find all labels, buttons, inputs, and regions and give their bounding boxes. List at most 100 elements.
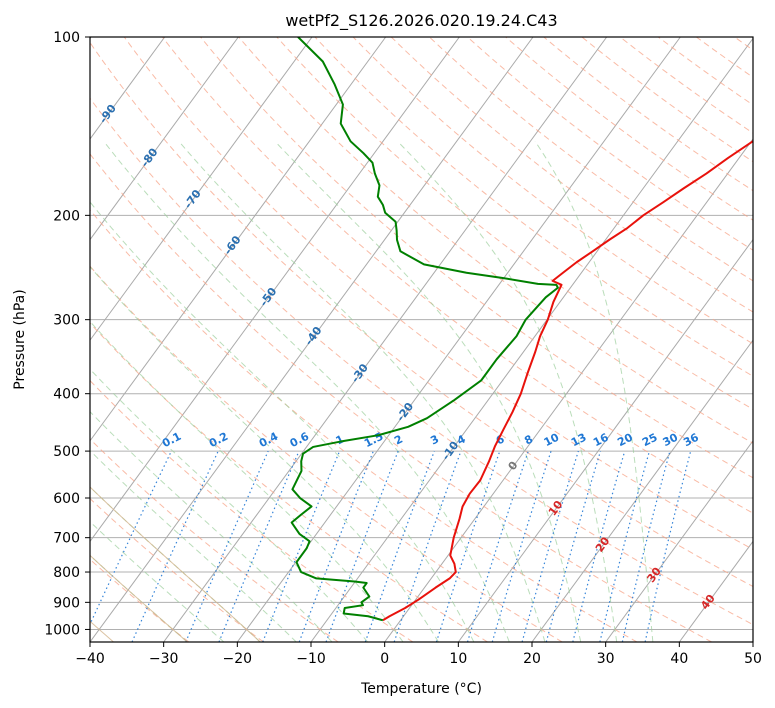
dry-adiabat bbox=[314, 37, 753, 377]
mixing-ratio-label: 2 bbox=[392, 432, 405, 447]
plot-background: -100-90-80-70-60-50-40-30-20-10010203040… bbox=[51, 37, 753, 642]
isotherm bbox=[678, 540, 753, 642]
dry-adiabat bbox=[543, 37, 753, 192]
temperature-profile bbox=[382, 139, 753, 622]
dry-adiabat bbox=[352, 37, 753, 345]
mixing-ratio-line bbox=[621, 450, 671, 642]
x-tick-label: 50 bbox=[744, 651, 762, 667]
y-tick-label: 800 bbox=[53, 565, 80, 581]
mixing-ratio-label: 20 bbox=[615, 431, 635, 450]
mixing-ratio-line bbox=[90, 450, 172, 626]
mixing-ratio-label: 30 bbox=[661, 431, 681, 450]
isotherm-label: -70 bbox=[182, 187, 204, 211]
dry-adiabat bbox=[90, 379, 414, 642]
dry-adiabat bbox=[90, 41, 753, 588]
y-tick-label: 900 bbox=[53, 595, 80, 611]
moist-adiabat bbox=[90, 410, 333, 642]
isotherm bbox=[90, 37, 460, 543]
moist-adiabat bbox=[274, 140, 582, 642]
isotherm-label: -100 bbox=[51, 57, 78, 87]
moist-adiabat bbox=[90, 486, 261, 642]
mixing-ratio-line bbox=[262, 450, 341, 642]
y-tick-label: 400 bbox=[53, 387, 80, 403]
dewpoint-profile bbox=[290, 37, 559, 622]
y-axis-label: Pressure (hPa) bbox=[12, 289, 28, 389]
y-tick-label: 1000 bbox=[44, 622, 80, 638]
dry-adiabat bbox=[657, 37, 753, 106]
moist-adiabat bbox=[397, 140, 618, 642]
mixing-ratio-label: 1.5 bbox=[362, 430, 385, 450]
isotherm-label: 10 bbox=[546, 498, 566, 518]
dry-adiabat bbox=[90, 153, 712, 642]
moist-adiabat bbox=[103, 141, 510, 642]
isotherm-label: 40 bbox=[698, 592, 718, 612]
moist-adiabat bbox=[90, 265, 439, 642]
mixing-ratio-label: 0.4 bbox=[257, 430, 281, 451]
moist-adiabat bbox=[90, 554, 188, 642]
isotherm bbox=[605, 439, 753, 642]
dry-adiabat bbox=[90, 97, 753, 626]
x-axis-label: Temperature (°C) bbox=[360, 681, 482, 697]
y-tick-label: 100 bbox=[53, 30, 80, 46]
mixing-ratio-line bbox=[545, 450, 602, 642]
moist-adiabat bbox=[534, 141, 654, 642]
mixing-ratio-label: 13 bbox=[569, 431, 589, 450]
y-tick-label: 300 bbox=[53, 313, 80, 329]
y-tick-label: 500 bbox=[53, 444, 80, 460]
isotherm bbox=[531, 339, 753, 642]
isotherm bbox=[90, 37, 166, 140]
x-tick-label: −20 bbox=[223, 651, 253, 667]
x-tick-label: −30 bbox=[149, 651, 179, 667]
isotherm bbox=[384, 138, 753, 642]
plot-frame bbox=[89, 36, 754, 643]
isotherm bbox=[752, 641, 753, 642]
mixing-ratio-label: 0.6 bbox=[288, 430, 312, 451]
mixing-ratio-label: 0.1 bbox=[160, 430, 183, 450]
mixing-ratio-label: 36 bbox=[681, 431, 701, 450]
moist-adiabat bbox=[90, 521, 225, 642]
isotherm bbox=[90, 37, 534, 642]
isotherm-label: -80 bbox=[138, 145, 160, 169]
isotherm-label: -20 bbox=[394, 400, 416, 424]
x-tick-label: 40 bbox=[670, 651, 688, 667]
y-tick-label: 600 bbox=[53, 491, 80, 507]
moist-adiabat bbox=[90, 201, 475, 642]
dry-adiabat bbox=[619, 37, 753, 134]
x-tick-label: 10 bbox=[449, 651, 467, 667]
moist-adiabat bbox=[90, 320, 404, 642]
dry-adiabat bbox=[90, 438, 339, 642]
x-tick-label: −40 bbox=[75, 651, 105, 667]
isotherm bbox=[236, 37, 681, 642]
isotherm-label: 0 bbox=[506, 459, 521, 473]
dry-adiabat bbox=[90, 265, 563, 642]
mixing-ratio-line bbox=[393, 450, 462, 642]
dry-adiabat bbox=[696, 37, 753, 78]
wet-bulb-curve bbox=[90, 554, 188, 642]
isotherm bbox=[90, 37, 387, 442]
y-tick-label: 200 bbox=[53, 208, 80, 224]
mixing-ratio-line bbox=[325, 450, 399, 642]
moist-adiabat bbox=[178, 140, 546, 642]
isotherm-label: -30 bbox=[349, 361, 371, 385]
dry-adiabat bbox=[90, 558, 190, 642]
dry-adiabat bbox=[238, 37, 753, 444]
mixing-ratio-line bbox=[491, 450, 552, 642]
y-tick-label: 700 bbox=[53, 531, 80, 547]
x-tick-label: 20 bbox=[523, 651, 541, 667]
isotherm-label: -40 bbox=[302, 324, 324, 348]
mixing-ratio-label: 25 bbox=[640, 431, 660, 450]
series-layer bbox=[290, 37, 753, 622]
mixing-ratio-label: 16 bbox=[591, 431, 611, 450]
axis-ticks: −40 −30 −20 −10 0 10 20 30 40 5010020030040050060… bbox=[44, 30, 762, 667]
chart-title: wetPf2_S126.2026.020.19.24.C43 bbox=[285, 11, 557, 31]
moist-adiabat bbox=[90, 368, 369, 642]
mixing-ratio-line bbox=[644, 450, 692, 642]
isotherm bbox=[90, 37, 239, 241]
mixing-ratio-label: 0.2 bbox=[207, 430, 230, 450]
moist-adiabat bbox=[90, 449, 297, 642]
dry-adiabat bbox=[90, 322, 488, 642]
dry-adiabat bbox=[90, 497, 264, 642]
dry-adiabat bbox=[390, 37, 753, 313]
mixing-ratio-line bbox=[298, 450, 374, 642]
